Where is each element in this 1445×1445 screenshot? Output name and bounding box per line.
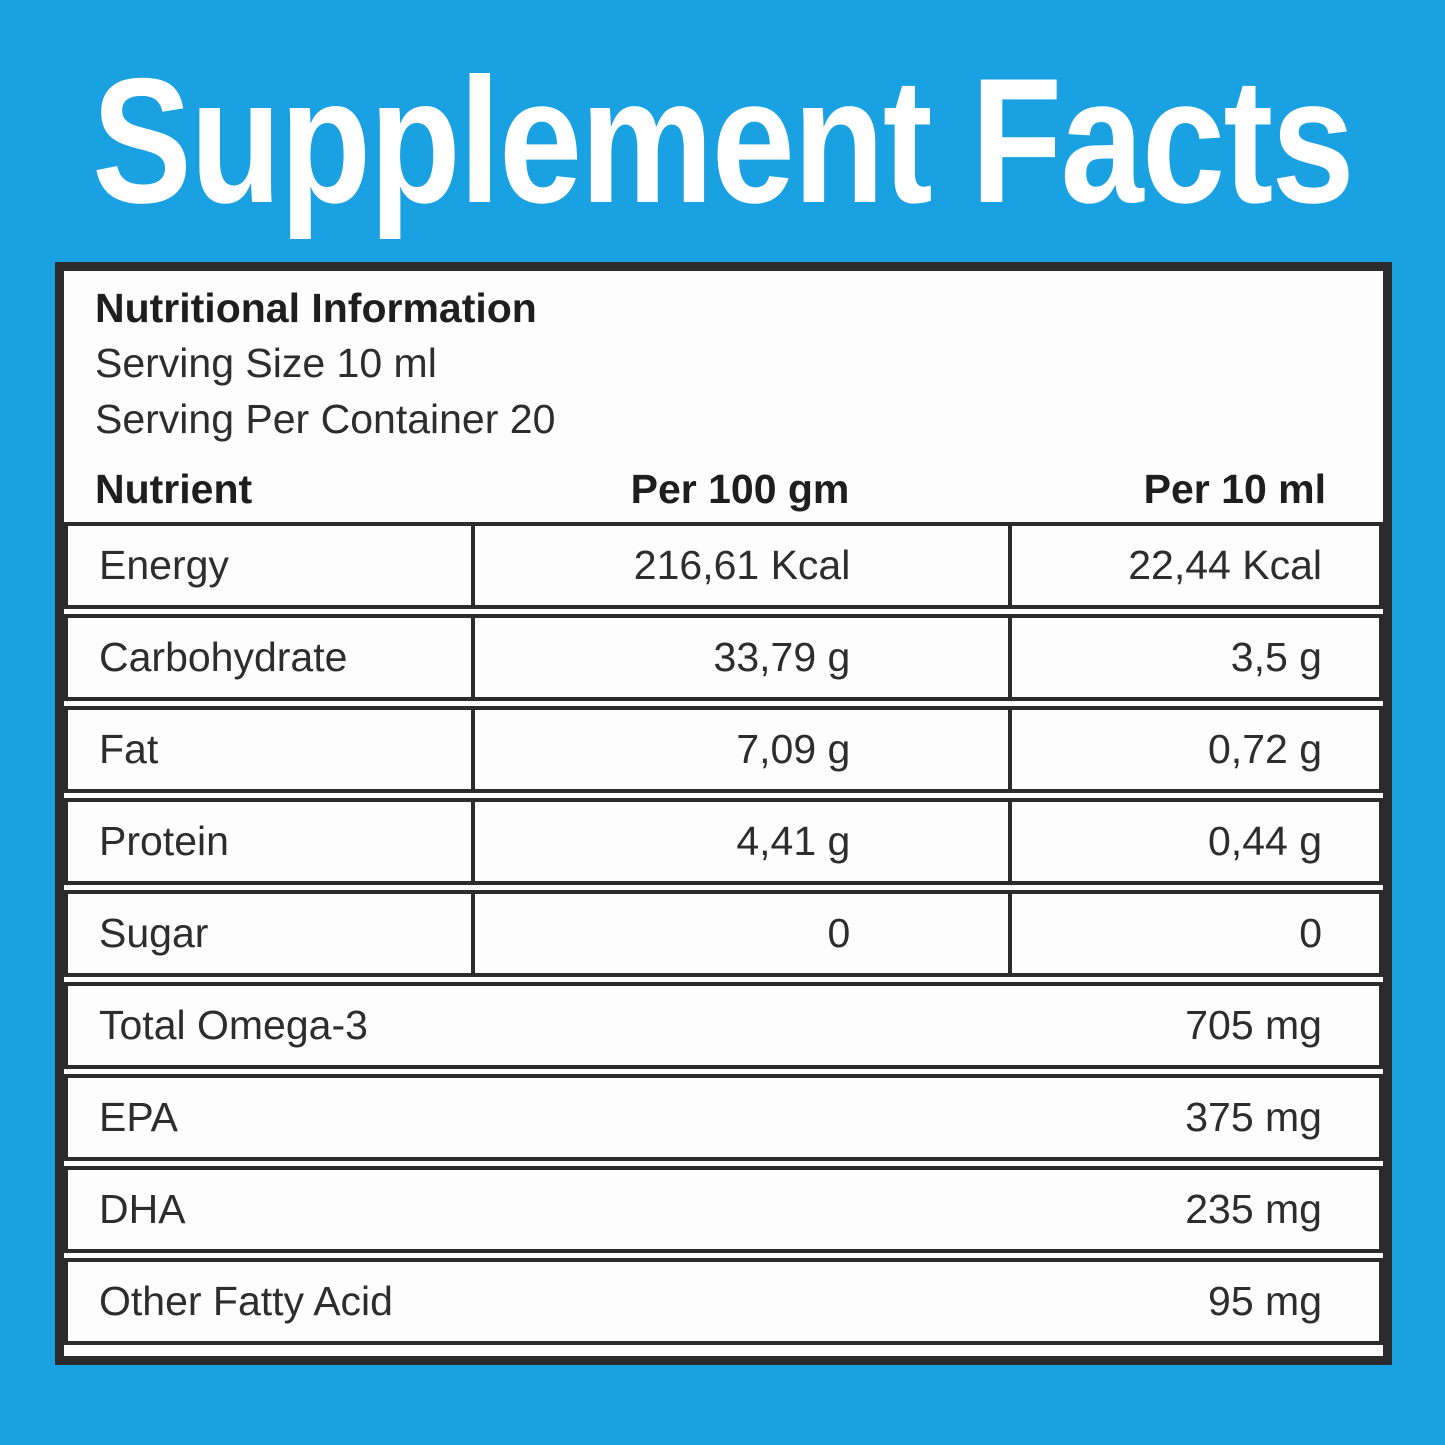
nutrient-name: Sugar [99,910,209,956]
value-per-100gm: 216,61 Kcal [471,526,1008,605]
nutrient-name: Carbohydrate [99,634,348,680]
page-title-text: Supplement Facts [92,41,1355,240]
summary-row-other-fatty-acid: Other Fatty Acid 95 mg [64,1258,1383,1345]
nutrient-name: Total Omega-3 [99,1002,368,1048]
nutrient-row-fat: Fat 7,09 g 0,72 g [64,706,1383,793]
nutrient-row-energy: Energy 216,61 Kcal 22,44 Kcal [64,522,1383,609]
amount-value: 375 mg [1185,1094,1322,1140]
value-per-10ml: 0,44 g [1008,802,1379,881]
column-header-per-10ml: Per 10 ml [1143,465,1326,512]
summary-row-dha: DHA 235 mg [64,1166,1383,1253]
nutrient-name: Protein [99,818,229,864]
nutrient-name: DHA [99,1186,186,1232]
nutrient-row-carbohydrate: Carbohydrate 33,79 g 3,5 g [64,614,1383,701]
amount-value: 705 mg [1185,1002,1322,1048]
nutrient-name: EPA [99,1094,178,1140]
nutrition-heading: Nutritional Information [95,285,537,331]
panel-header: Nutritional Information Serving Size 10 … [64,271,1383,517]
amount-value: 95 mg [1208,1278,1322,1324]
value-per-100gm: 7,09 g [471,710,1008,789]
value-per-100gm: 0 [471,894,1008,973]
value-per-10ml: 0,72 g [1008,710,1379,789]
servings-per-container-line: Serving Per Container 20 [95,396,556,442]
value-per-100gm: 4,41 g [471,802,1008,881]
nutrient-name: Fat [99,726,159,772]
page-title: Supplement Facts [0,38,1445,243]
amount-value: 235 mg [1185,1186,1322,1232]
value-per-10ml: 0 [1008,894,1379,973]
value-per-10ml: 22,44 Kcal [1008,526,1379,605]
column-header-row: Nutrient Per 100 gm Per 10 ml [64,461,1383,517]
nutrition-panel: Nutritional Information Serving Size 10 … [55,262,1392,1365]
nutrient-name: Other Fatty Acid [99,1278,393,1324]
nutrient-row-protein: Protein 4,41 g 0,44 g [64,798,1383,885]
summary-row-total-omega3: Total Omega-3 705 mg [64,982,1383,1069]
nutrient-row-sugar: Sugar 0 0 [64,890,1383,977]
value-per-100gm: 33,79 g [471,618,1008,697]
serving-size-line: Serving Size 10 ml [95,340,437,386]
nutrient-name: Energy [99,542,229,588]
value-per-10ml: 3,5 g [1008,618,1379,697]
column-header-nutrient: Nutrient [95,465,253,512]
column-header-per-100gm: Per 100 gm [630,465,850,512]
summary-row-epa: EPA 375 mg [64,1074,1383,1161]
